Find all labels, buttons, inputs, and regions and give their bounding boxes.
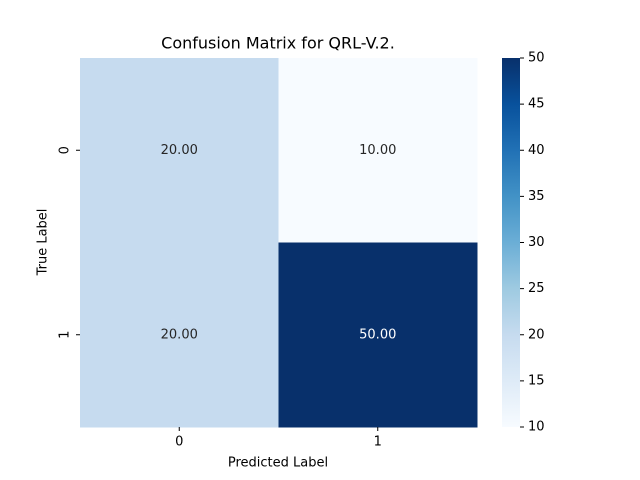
cell-value-label: 50.00 — [359, 327, 396, 342]
colorbar-tick-label: 15 — [528, 373, 545, 388]
colorbar-tick-label: 30 — [528, 235, 545, 250]
colorbar-tick-label: 40 — [528, 143, 545, 158]
chart-title: Confusion Matrix for QRL-V.2. — [161, 34, 395, 53]
heatmap-cell — [278, 58, 478, 243]
y-axis-label: True Label — [36, 209, 51, 277]
x-tick-label: 1 — [374, 435, 382, 450]
colorbar-tick-label: 20 — [528, 327, 545, 342]
colorbar — [502, 58, 520, 427]
cell-value-label: 20.00 — [161, 327, 198, 342]
heatmap-cell — [80, 58, 279, 243]
colorbar-tick-label: 10 — [528, 420, 545, 435]
colorbar-tick-label: 25 — [528, 281, 545, 296]
x-axis-label: Predicted Label — [228, 456, 328, 471]
colorbar-tick-label: 50 — [528, 51, 545, 66]
cell-value-label: 10.00 — [359, 143, 396, 158]
colorbar-tick-label: 35 — [528, 189, 545, 204]
heatmap-cell — [80, 242, 279, 428]
x-tick-label: 0 — [175, 435, 183, 450]
y-tick-label: 1 — [58, 331, 73, 339]
heatmap-cell — [278, 242, 478, 428]
y-tick-label: 0 — [58, 146, 73, 154]
colorbar-tick-label: 45 — [528, 97, 545, 112]
cell-value-label: 20.00 — [161, 143, 198, 158]
